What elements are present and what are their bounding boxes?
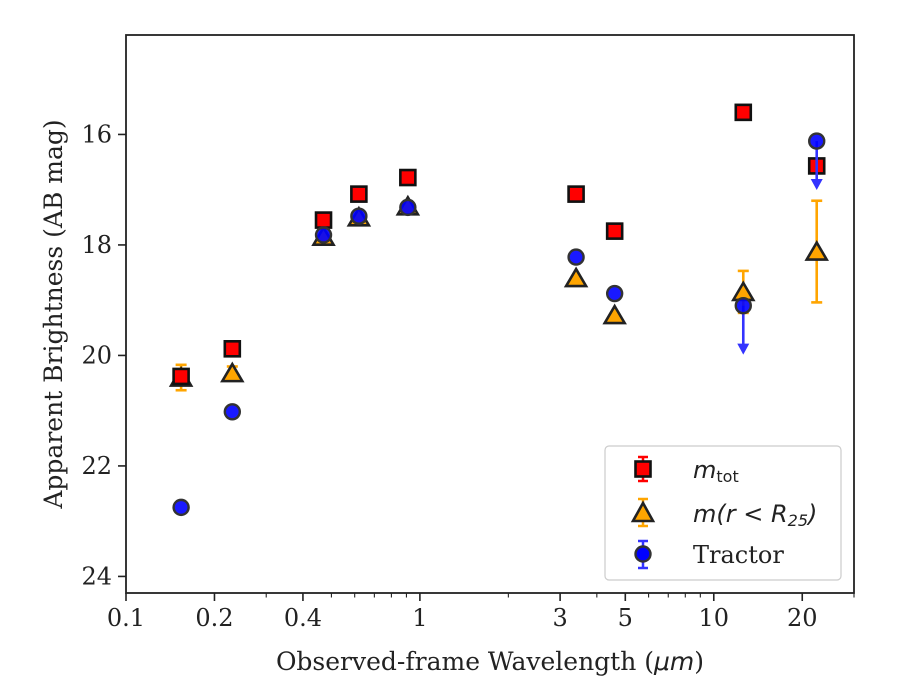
data-point-circle bbox=[314, 226, 333, 244]
data-point-circle bbox=[567, 248, 585, 266]
legend-box bbox=[604, 445, 842, 581]
upper-limit-arrow bbox=[810, 179, 823, 191]
legend-label-mr25: m(r < R25) bbox=[693, 500, 817, 530]
x-axis-title: Observed-frame Wavelength (μm) bbox=[276, 647, 704, 676]
x-tick-label: 20 bbox=[787, 604, 818, 632]
data-point-square bbox=[314, 211, 333, 229]
data-point-circle bbox=[808, 132, 826, 150]
data-point-triangle bbox=[602, 303, 627, 325]
data-point-square bbox=[399, 168, 417, 187]
plot-frame bbox=[125, 34, 855, 594]
legend-marker-circle bbox=[634, 545, 652, 563]
data-point-circle bbox=[223, 403, 242, 421]
x-tick-label: 0.2 bbox=[195, 604, 233, 632]
data-point-circle bbox=[605, 284, 624, 303]
legend: mtot m(r < R25) Tractor bbox=[604, 445, 842, 581]
x-tick-label: 0.1 bbox=[107, 604, 145, 632]
legend-entry-mtot: mtot bbox=[634, 455, 739, 486]
data-point-square bbox=[172, 367, 190, 386]
x-tick-label: 10 bbox=[699, 604, 730, 632]
legend-label-mtot: mtot bbox=[693, 456, 739, 486]
data-point-square bbox=[567, 185, 585, 203]
y-tick-label: 22 bbox=[81, 452, 112, 480]
x-tick-label: 1 bbox=[412, 604, 427, 632]
data-point-square bbox=[350, 185, 368, 203]
x-tick-label: 5 bbox=[618, 604, 633, 632]
legend-marker-square bbox=[634, 460, 652, 478]
y-tick-label: 24 bbox=[81, 562, 112, 590]
legend-entry-tractor: Tractor bbox=[634, 539, 784, 570]
x-tick-label: 3 bbox=[552, 604, 567, 632]
data-point-circle bbox=[734, 297, 752, 315]
y-tick-label: 18 bbox=[81, 231, 112, 259]
legend-entry-mr25: m(r < R25) bbox=[630, 497, 817, 530]
data-point-square bbox=[223, 340, 242, 358]
data-point-triangle bbox=[804, 240, 829, 261]
data-layer bbox=[168, 103, 829, 517]
upper-limit-arrow bbox=[737, 343, 750, 355]
data-point-square bbox=[734, 103, 753, 122]
x-tick-label: 0.4 bbox=[284, 604, 322, 632]
legend-label-tractor: Tractor bbox=[693, 541, 784, 569]
data-point-square bbox=[605, 222, 624, 240]
data-point-circle bbox=[172, 498, 190, 517]
legend-marker-triangle bbox=[630, 500, 656, 523]
data-point-triangle bbox=[563, 266, 589, 288]
axis-ticks: 0.1 0.2 0.4 1 3 5 10 20 16 18 20 22 24 bbox=[81, 120, 855, 632]
data-point-circle bbox=[350, 207, 368, 225]
y-tick-label: 20 bbox=[81, 341, 112, 369]
y-axis-title: Apparent Brightness (AB mag) bbox=[39, 119, 68, 509]
data-point-triangle bbox=[220, 361, 245, 383]
y-tick-label: 16 bbox=[81, 120, 112, 148]
data-point-circle bbox=[399, 198, 417, 217]
